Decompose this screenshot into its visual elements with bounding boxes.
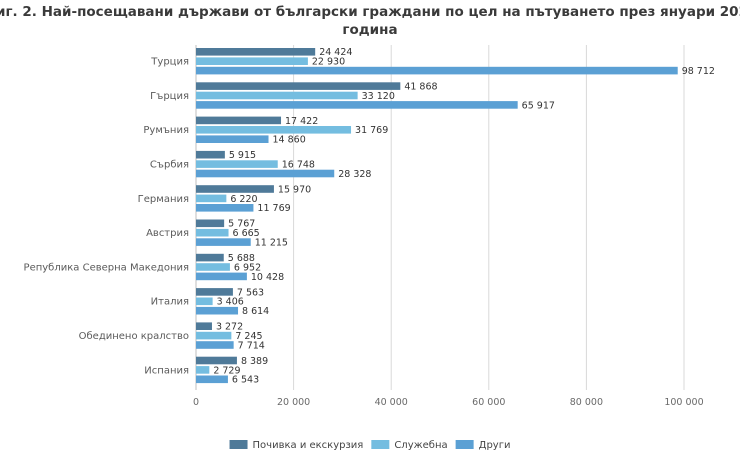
data-label: 31 769	[355, 125, 388, 136]
data-label: 6 220	[230, 194, 257, 205]
category-label: Испания	[144, 365, 189, 376]
data-label: 17 422	[285, 116, 318, 127]
category-label: Австрия	[146, 228, 189, 239]
data-label: 14 860	[273, 135, 306, 146]
category-label: Турция	[150, 57, 189, 68]
bar	[196, 82, 401, 90]
data-label: 5 915	[229, 150, 256, 161]
category-label: Сърбия	[150, 160, 189, 171]
data-label: 3 272	[216, 322, 243, 333]
bar	[196, 288, 233, 296]
bar	[196, 48, 316, 56]
data-label: 7 245	[235, 331, 262, 342]
bar	[196, 169, 335, 178]
data-label: 65 917	[522, 100, 555, 111]
data-label: 8 614	[242, 306, 269, 317]
bar	[196, 91, 358, 100]
bar	[196, 322, 212, 330]
bar	[196, 238, 251, 246]
data-label: 11 215	[255, 238, 288, 249]
data-label: 98 712	[682, 66, 715, 77]
data-label: 22 930	[312, 57, 345, 68]
legend-label: Други	[479, 440, 511, 451]
bar	[196, 204, 254, 212]
bar	[196, 135, 269, 143]
data-label: 41 868	[404, 82, 437, 93]
bar	[196, 375, 228, 384]
bar	[196, 57, 308, 65]
data-label: 15 970	[278, 184, 311, 195]
data-label: 24 424	[319, 47, 352, 58]
legend: Почивка и екскурзия Служебна Други	[229, 440, 511, 451]
bar	[196, 116, 282, 125]
category-labels: Турция Гърция Румъния Сърбия Германия Австрия…	[24, 57, 189, 377]
data-label: 5 688	[228, 253, 255, 264]
category-label: Румъния	[143, 125, 189, 136]
data-label: 3 406	[217, 297, 244, 308]
x-tick-label: 100 000	[664, 397, 703, 408]
category-label: Република Северна Македония	[24, 262, 189, 273]
bar	[196, 126, 352, 134]
bar	[196, 306, 239, 315]
x-tick-label: 80 000	[570, 397, 603, 408]
bar	[196, 253, 224, 262]
data-label: 6 952	[234, 262, 261, 273]
chart-title-line-2: година	[342, 22, 397, 38]
bar	[196, 341, 234, 349]
bar	[196, 66, 678, 75]
x-tick-label: 60 000	[472, 397, 505, 408]
category-label: Германия	[138, 194, 189, 205]
data-label: 6 665	[233, 228, 260, 239]
bar	[196, 150, 225, 159]
legend-label: Служебна	[394, 440, 447, 451]
bar	[196, 297, 213, 306]
bar	[196, 228, 229, 237]
data-label: 33 120	[362, 91, 395, 102]
data-label: 11 769	[257, 203, 290, 214]
bar	[196, 263, 230, 271]
x-tick-label: 20 000	[277, 397, 310, 408]
chart-title-line-1: Фиг. 2. Най-посещавани държави от българ…	[0, 4, 740, 20]
data-label: 28 328	[338, 169, 371, 180]
x-tick-label: 0	[193, 397, 199, 408]
bar	[196, 366, 210, 374]
bar	[196, 219, 225, 228]
data-label: 7 714	[238, 340, 265, 351]
data-label: 8 389	[241, 356, 268, 367]
data-label: 7 563	[237, 287, 264, 298]
data-label: 5 767	[228, 219, 255, 230]
bar	[196, 101, 518, 109]
bar	[196, 160, 278, 168]
x-axis-ticks: 0 20 000 40 000 60 000 80 000 100 000	[193, 397, 704, 408]
data-label: 16 748	[282, 160, 315, 171]
bar	[196, 185, 274, 193]
bar	[196, 331, 232, 340]
legend-label: Почивка и екскурзия	[253, 440, 364, 451]
bar	[196, 194, 227, 203]
bar	[196, 356, 237, 365]
bar	[196, 272, 247, 281]
data-label: 6 543	[232, 375, 259, 386]
bars	[196, 48, 678, 384]
legend-swatch	[371, 440, 390, 449]
category-label: Обединено кралство	[79, 331, 189, 342]
data-label: 10 428	[251, 272, 284, 283]
legend-swatch	[229, 440, 248, 449]
category-label: Гърция	[150, 91, 189, 102]
category-label: Италия	[151, 297, 189, 308]
legend-swatch	[455, 440, 474, 449]
data-label: 2 729	[213, 365, 240, 376]
x-tick-label: 40 000	[375, 397, 408, 408]
